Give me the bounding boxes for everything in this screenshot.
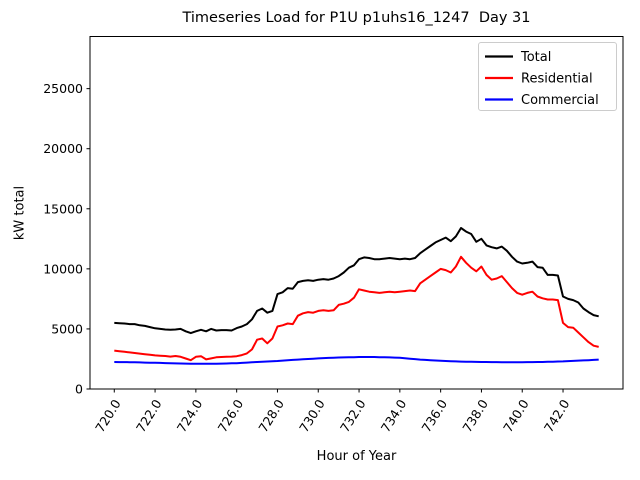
x-tick-label: 742.0 [541,397,573,435]
x-tick-label: 728.0 [255,397,287,435]
x-tick-label: 734.0 [378,397,410,435]
y-axis: 0 5000 10000 15000 20000 25000 [43,81,90,397]
y-tick-label: 5000 [51,321,83,336]
legend-label-residential: Residential [521,72,593,87]
series-line-total [114,227,599,335]
x-tick-label: 738.0 [459,397,491,435]
legend-box [478,42,617,111]
plot-border [89,36,624,390]
x-axis: 720.0 722.0 724.0 726.0 728.0 730.0 732.0 734.0… [92,389,573,435]
y-axis-label: kW total [12,185,28,241]
y-tick-label: 20000 [43,141,83,156]
legend: Total Residential Commercial [478,42,617,111]
x-tick-label: 724.0 [174,397,206,435]
x-tick-label: 740.0 [500,397,532,435]
series-line-residential [114,255,599,362]
chart-title: Timeseries Load for P1U p1uhs16_1247 Day… [182,10,531,26]
legend-label-commercial: Commercial [521,93,599,108]
series-lines [114,227,599,365]
x-axis-label: Hour of Year [316,449,397,464]
x-tick-label: 726.0 [215,397,247,435]
x-tick-label: 730.0 [296,397,328,435]
x-tick-label: 736.0 [418,397,450,435]
series-line-commercial [114,356,599,365]
y-tick-label: 15000 [43,201,83,216]
legend-label-total: Total [520,50,551,65]
y-tick-label: 0 [75,382,83,397]
y-tick-label: 10000 [43,261,83,276]
y-tick-label: 25000 [43,81,83,96]
x-tick-label: 720.0 [92,397,124,435]
x-tick-label: 722.0 [133,397,165,435]
x-tick-label: 732.0 [337,397,369,435]
